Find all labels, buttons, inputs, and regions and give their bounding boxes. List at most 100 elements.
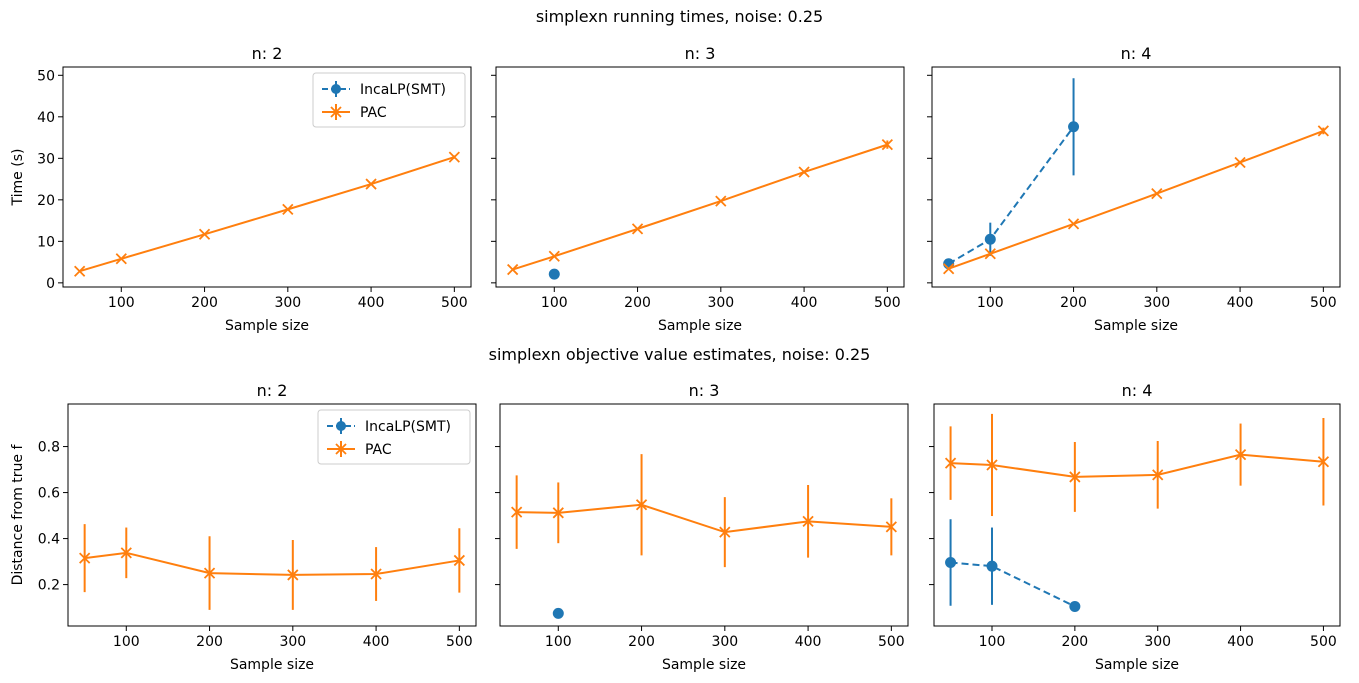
legend-pac-marker (330, 106, 342, 118)
x-tick-label: 200 (191, 295, 218, 311)
pac-series-line (950, 453, 1324, 478)
x-tick-label: 300 (707, 295, 734, 311)
x-tick-label: 100 (977, 295, 1004, 311)
pac-point (282, 203, 294, 216)
x-tick-label: 100 (545, 634, 572, 650)
panel-4-frame (67, 403, 477, 627)
pac-point (453, 554, 465, 567)
y-tick-label: 30 (37, 151, 55, 167)
x-tick-label: 500 (441, 295, 468, 311)
x-tick-label: 500 (1310, 295, 1337, 311)
panel-6-frame (933, 403, 1341, 627)
panel-4: n: 2 100 200 300 400 500 0.2 0.4 0.6 0.8 Sample si… (38, 381, 477, 673)
legend-incalp-marker (331, 84, 341, 94)
panel-1-title: n: 2 (252, 44, 283, 63)
pac-point (507, 263, 519, 276)
incalp-point (1069, 600, 1081, 612)
row-1-y-axis-label: Time (s) (10, 149, 26, 207)
y-tick-label: 50 (37, 68, 55, 84)
incalp-point (986, 560, 998, 572)
x-tick-label: 100 (541, 295, 568, 311)
incalp-point (552, 607, 564, 619)
x-tick-label: 200 (1061, 634, 1088, 650)
panel-4-x-axis-label: Sample size (230, 657, 314, 673)
pac-point (203, 567, 216, 579)
legend-box (312, 72, 466, 128)
pac-point (79, 552, 91, 564)
row-1-suptitle: simplexn running times, noise: 0.25 (536, 7, 823, 26)
legend-pac-marker (335, 443, 347, 455)
panel-5-frame (499, 403, 909, 627)
pac-point (881, 138, 893, 151)
x-tick-label: 500 (878, 634, 905, 650)
x-tick-label: 400 (1227, 295, 1254, 311)
pac-point (120, 547, 132, 559)
pac-point (1152, 469, 1164, 481)
pac-series-line (512, 143, 888, 271)
pac-point (944, 457, 957, 469)
panel-5: n: 3 100 200 300 400 500 Sample size (495, 381, 909, 673)
pac-point (198, 228, 211, 240)
x-tick-label: 300 (274, 295, 301, 311)
x-tick-label: 200 (196, 634, 223, 650)
y-tick-label: 20 (37, 193, 55, 209)
pac-point (1317, 456, 1330, 468)
legend-incalp-label: IncaLP(SMT) (365, 419, 451, 435)
incalp-point (548, 268, 560, 280)
pac-series-line (948, 129, 1324, 270)
pac-point (548, 250, 560, 262)
legend: IncaLP(SMT) PAC (317, 409, 471, 465)
pac-point (511, 506, 523, 518)
panel-2: n: 3 100 200 300 400 500 Sample size (491, 44, 905, 334)
pac-point (715, 195, 727, 207)
panel-1: n: 2 100 200 300 400 500 0 10 20 30 40 50 Sample siz… (37, 44, 472, 334)
x-tick-label: 400 (363, 634, 390, 650)
panel-2-x-axis-label: Sample size (658, 318, 742, 334)
y-tick-label: 0.2 (38, 578, 60, 594)
pac-point (448, 151, 460, 163)
y-tick-label: 40 (37, 110, 55, 126)
panel-1-x-axis-label: Sample size (225, 318, 309, 334)
panel-3-frame (931, 66, 1341, 288)
x-tick-label: 400 (791, 295, 818, 311)
panel-6: n: 4 100 200 300 400 500 Sample size (929, 381, 1341, 673)
pac-point (631, 223, 644, 235)
panel-3-x-axis-label: Sample size (1094, 318, 1178, 334)
legend-incalp-label: IncaLP(SMT) (360, 82, 446, 98)
panel-6-title: n: 4 (1122, 381, 1153, 400)
y-tick-label: 10 (37, 234, 55, 250)
x-tick-label: 100 (108, 295, 135, 311)
panel-3-title: n: 4 (1121, 44, 1152, 63)
pac-point (370, 568, 382, 580)
y-tick-label: 0.4 (38, 532, 60, 548)
pac-point (552, 507, 564, 519)
incalp-point (984, 233, 996, 245)
pac-point (365, 178, 377, 190)
x-tick-label: 300 (711, 634, 738, 650)
pac-point (1067, 218, 1080, 230)
pac-point (802, 515, 814, 527)
y-tick-label: 0.6 (38, 486, 60, 502)
x-tick-label: 300 (1143, 295, 1170, 311)
x-tick-label: 300 (1144, 634, 1171, 650)
x-tick-label: 400 (358, 295, 385, 311)
pac-series-line (84, 551, 460, 576)
x-tick-label: 200 (624, 295, 651, 311)
pac-point (1069, 471, 1081, 483)
x-tick-label: 200 (1060, 295, 1087, 311)
panel-4-title: n: 2 (257, 381, 288, 400)
y-tick-label: 0.8 (38, 440, 60, 456)
pac-point (1234, 156, 1246, 169)
pac-point (1151, 187, 1163, 200)
legend-incalp-marker (336, 421, 346, 431)
pac-point (986, 459, 998, 471)
x-tick-label: 400 (1227, 634, 1254, 650)
panel-6-x-axis-label: Sample size (1095, 657, 1179, 673)
row-2-suptitle: simplexn objective value estimates, nois… (489, 345, 871, 364)
pac-point (984, 248, 996, 260)
pac-point (1234, 448, 1247, 461)
pac-point (943, 263, 955, 275)
panel-1-frame (62, 66, 472, 288)
x-tick-label: 200 (628, 634, 655, 650)
